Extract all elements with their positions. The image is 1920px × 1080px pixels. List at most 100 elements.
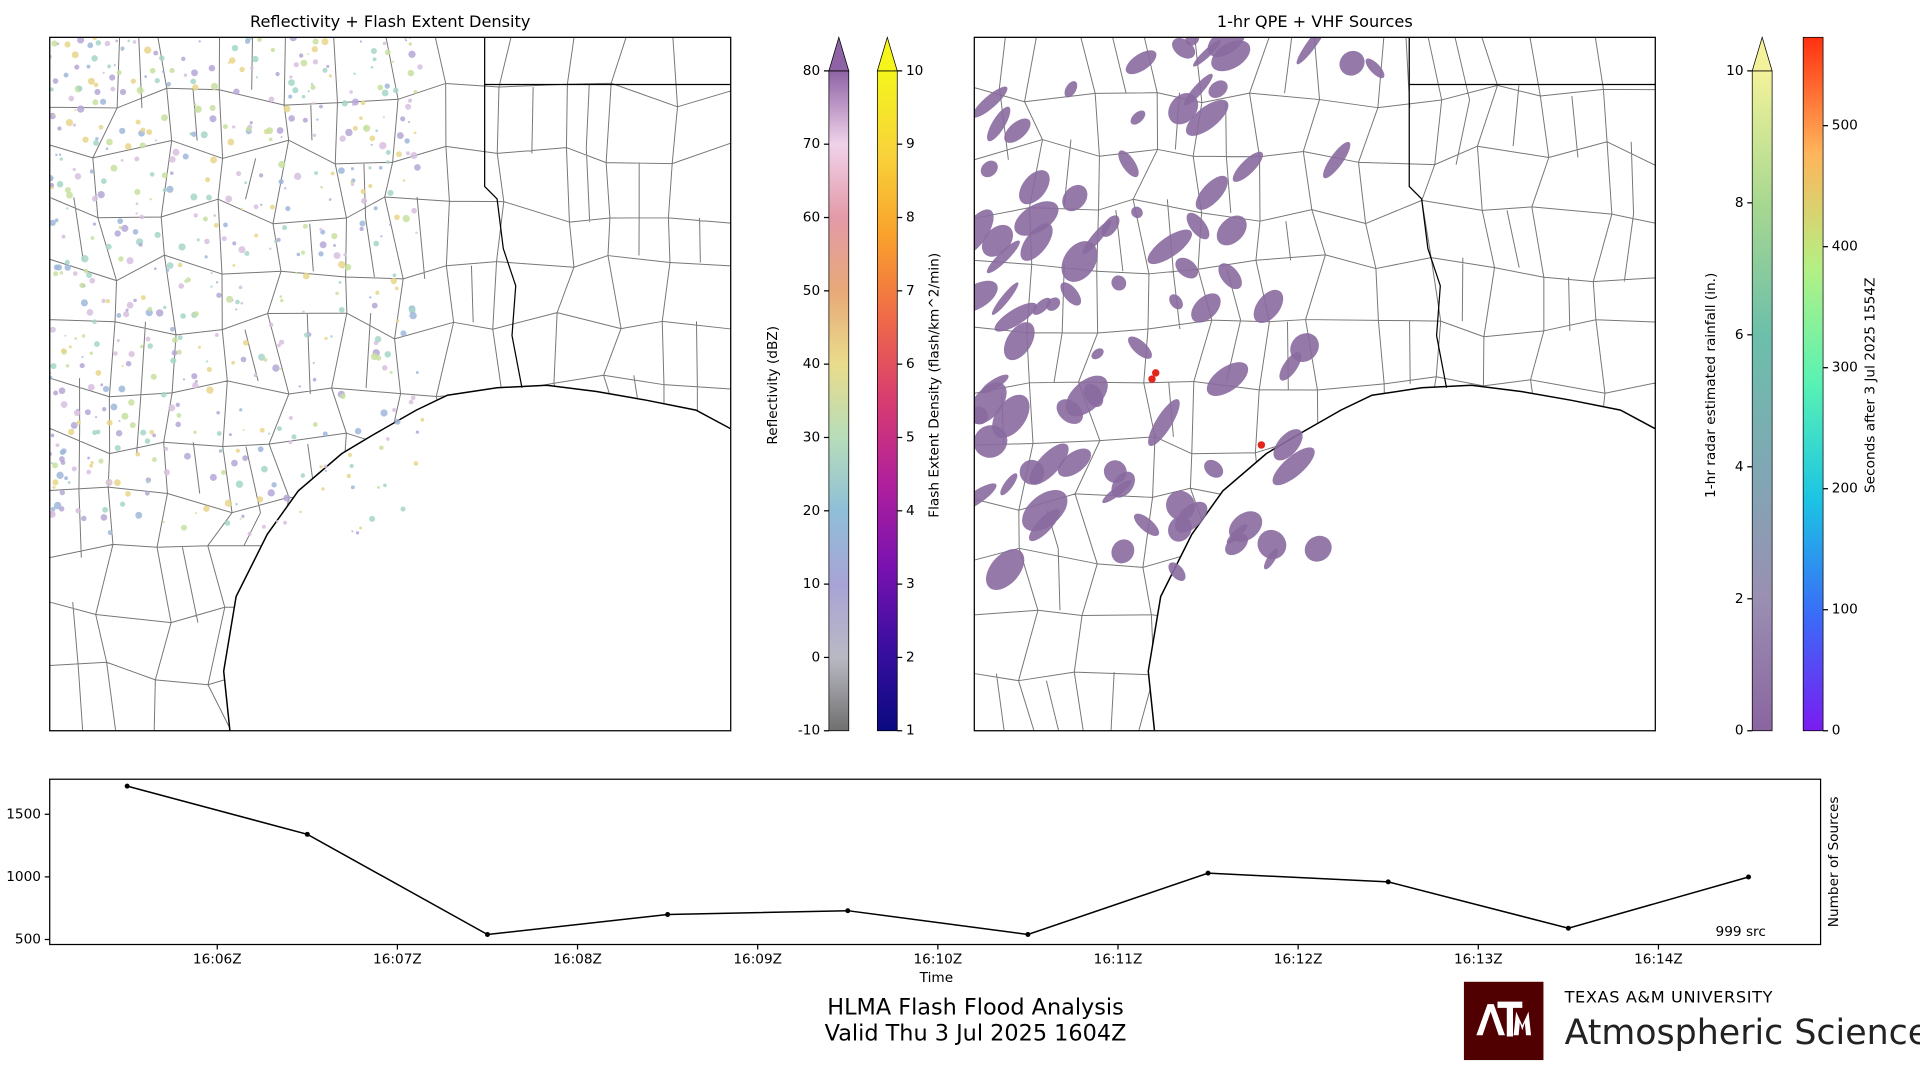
reflectivity-echo — [338, 306, 345, 313]
reflectivity-echo — [206, 194, 212, 201]
reflectivity-echo — [235, 448, 240, 453]
reflectivity-echo — [107, 530, 113, 536]
qpe-area — [1232, 151, 1264, 182]
reflectivity-echo — [161, 172, 168, 179]
reflectivity-echo — [242, 455, 249, 461]
reflectivity-echo — [193, 213, 198, 218]
reflectivity-echo — [349, 463, 354, 469]
reflectivity-echo — [95, 40, 102, 46]
reflectivity-echo — [299, 510, 302, 514]
reflectivity-echo — [330, 171, 335, 176]
reflectivity-echo — [70, 421, 78, 429]
colorbar-tick-label: 4 — [1735, 459, 1744, 475]
reflectivity-echo — [279, 295, 283, 298]
colorbar-tick-label: 400 — [1832, 239, 1858, 255]
reflectivity-echo — [387, 189, 394, 196]
reflectivity-echo — [283, 494, 291, 502]
reflectivity-echo — [293, 62, 299, 68]
qpe-area — [1207, 37, 1246, 58]
reflectivity-echo — [261, 524, 266, 529]
reflectivity-echo — [394, 214, 400, 221]
reflectivity-echo — [172, 337, 178, 343]
reflectivity-echo — [203, 505, 210, 512]
reflectivity-echo — [268, 322, 274, 328]
reflectivity-echo — [110, 164, 118, 172]
reflectivity-echo — [330, 335, 333, 338]
reflectivity-echo — [221, 236, 227, 242]
reflectivity-echo — [164, 446, 169, 451]
qpe-area — [980, 160, 998, 178]
reflectivity-echo — [76, 420, 82, 425]
reflectivity-echo — [344, 263, 352, 271]
reflectivity-echo — [353, 72, 356, 75]
reflectivity-echo — [350, 180, 354, 184]
reflectivity-echo — [71, 466, 77, 472]
reflectivity-echo — [216, 431, 222, 436]
reflectivity-echo — [92, 37, 98, 41]
reflectivity-echo — [369, 515, 376, 522]
reflectivity-echo — [389, 370, 393, 374]
colorbar-tick-label: 0 — [1735, 723, 1744, 739]
reflectivity-echo — [194, 105, 202, 113]
reflectivity-echo — [312, 377, 317, 382]
reflectivity-echo — [138, 242, 143, 247]
reflectivity-echo — [301, 94, 306, 99]
reflectivity-echo — [177, 262, 183, 268]
reflectivity-echo — [113, 351, 118, 356]
reflectivity-echo — [378, 166, 383, 170]
qpe-area — [1125, 50, 1157, 75]
reflectivity-echo — [163, 469, 170, 476]
reflectivity-echo — [407, 120, 411, 124]
reflectivity-echo — [195, 512, 198, 515]
reflectivity-echo — [253, 373, 258, 378]
reflectivity-echo — [52, 485, 56, 489]
reflectivity-echo — [384, 351, 391, 358]
reflectivity-echo — [400, 330, 407, 337]
reflectivity-echo — [388, 223, 392, 226]
reflectivity-echo — [113, 64, 116, 67]
reflectivity-echo — [299, 53, 304, 58]
reflectivity-echo — [392, 87, 399, 94]
qpe-area — [1128, 336, 1152, 359]
reflectivity-echo — [294, 172, 302, 181]
reflectivity-echo — [119, 127, 126, 135]
reflectivity-echo — [110, 86, 116, 92]
reflectivity-echo — [68, 345, 72, 349]
point — [845, 908, 851, 914]
reflectivity-echo — [415, 371, 419, 374]
reflectivity-echo — [333, 243, 336, 247]
reflectivity-echo — [60, 401, 68, 408]
qpe-area — [1064, 81, 1078, 98]
qpe-area — [1032, 297, 1051, 315]
reflectivity-echo — [114, 444, 121, 452]
reflectivity-echo — [194, 103, 197, 106]
reflectivity-echo — [204, 255, 208, 259]
reflectivity-echo — [75, 507, 81, 514]
reflectivity-echo — [89, 169, 94, 174]
point — [1746, 874, 1752, 880]
reflectivity-echo — [181, 56, 186, 62]
reflectivity-echo — [64, 476, 68, 481]
reflectivity-echo — [312, 422, 318, 427]
reflectivity-echo — [360, 100, 366, 106]
reflectivity-echo — [115, 430, 123, 437]
qpe-area — [1168, 562, 1186, 581]
colorbar — [1802, 36, 1824, 732]
reflectivity-echo — [59, 157, 63, 161]
reflectivity-echo — [161, 70, 164, 73]
reflectivity-echo — [210, 156, 218, 164]
reflectivity-echo — [150, 373, 157, 380]
reflectivity-echo — [310, 84, 316, 90]
reflectivity-echo — [328, 198, 332, 201]
reflectivity-echo — [121, 412, 129, 420]
colorbar-tick-label: 3 — [906, 576, 915, 592]
reflectivity-echo — [133, 298, 137, 303]
reflectivity-echo — [51, 40, 58, 47]
reflectivity-echo — [125, 360, 132, 367]
reflectivity-echo — [93, 140, 100, 146]
reflectivity-echo — [374, 335, 382, 343]
reflectivity-echo — [386, 160, 390, 164]
qpe-area — [1169, 294, 1183, 310]
reflectivity-echo — [149, 67, 156, 74]
